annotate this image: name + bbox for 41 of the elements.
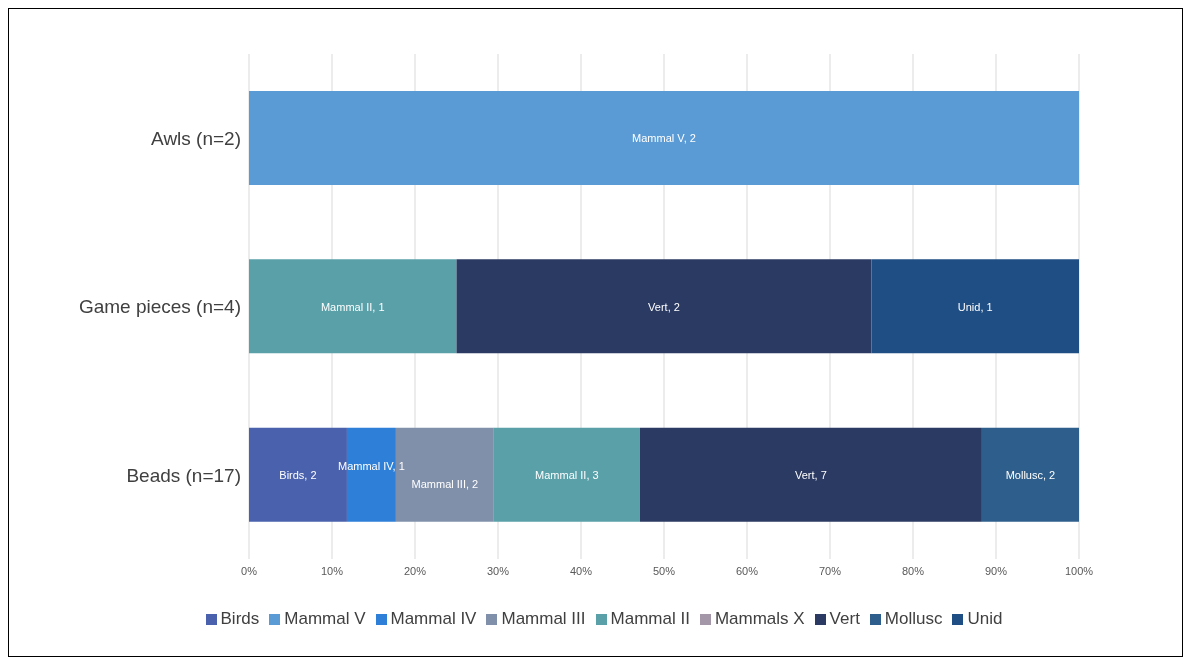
annotation: Birds, 2 — [279, 468, 317, 481]
x-tick-label: 80% — [901, 564, 925, 577]
bar — [395, 427, 494, 522]
legend-label: Birds — [220, 609, 260, 628]
bar — [871, 259, 1079, 354]
legend-label: Mammals X — [714, 609, 805, 628]
annotation: Vert, 7 — [795, 468, 827, 481]
annotation: Mammal II, 1 — [320, 300, 385, 313]
x-tick-label: 0% — [241, 564, 258, 577]
x-tick-label: 10% — [320, 564, 344, 577]
legend-label: Mollusc — [884, 609, 943, 628]
bar — [639, 427, 982, 522]
x-tick-label: 100% — [1064, 564, 1094, 577]
x-tick-label: 70% — [818, 564, 842, 577]
legend-label: Mammal IV — [390, 609, 477, 628]
annotation: Vert, 2 — [648, 300, 680, 313]
annotation: Unid, 1 — [957, 300, 993, 313]
y-tick-label: Game pieces (n=4) — [78, 296, 241, 318]
x-tick-label: 50% — [652, 564, 676, 577]
bar — [249, 91, 1079, 186]
annotation: Mollusc, 2 — [1005, 468, 1056, 481]
x-tick-label: 90% — [984, 564, 1008, 577]
legend-label: Unid — [967, 609, 1003, 628]
bar — [456, 259, 872, 354]
annotation: Mammal III, 2 — [411, 477, 479, 490]
annotation: Mammal IV, 1 — [338, 459, 405, 472]
bar — [249, 259, 457, 354]
bar — [493, 427, 640, 522]
bar — [981, 427, 1079, 522]
legend-label: Mammal III — [501, 609, 586, 628]
legend-label: Vert — [829, 609, 860, 628]
legend-label: Mammal V — [284, 609, 366, 628]
x-tick-label: 40% — [569, 564, 593, 577]
annotation: Mammal V, 2 — [632, 132, 696, 145]
y-tick-label: Beads (n=17) — [126, 464, 241, 486]
x-tick-label: 20% — [403, 564, 427, 577]
x-tick-label: 30% — [486, 564, 510, 577]
annotation: Mammal II, 3 — [535, 468, 599, 481]
y-tick-label: Awls (n=2) — [151, 127, 241, 149]
x-tick-label: 60% — [735, 564, 759, 577]
legend-label: Mammal II — [610, 609, 690, 628]
